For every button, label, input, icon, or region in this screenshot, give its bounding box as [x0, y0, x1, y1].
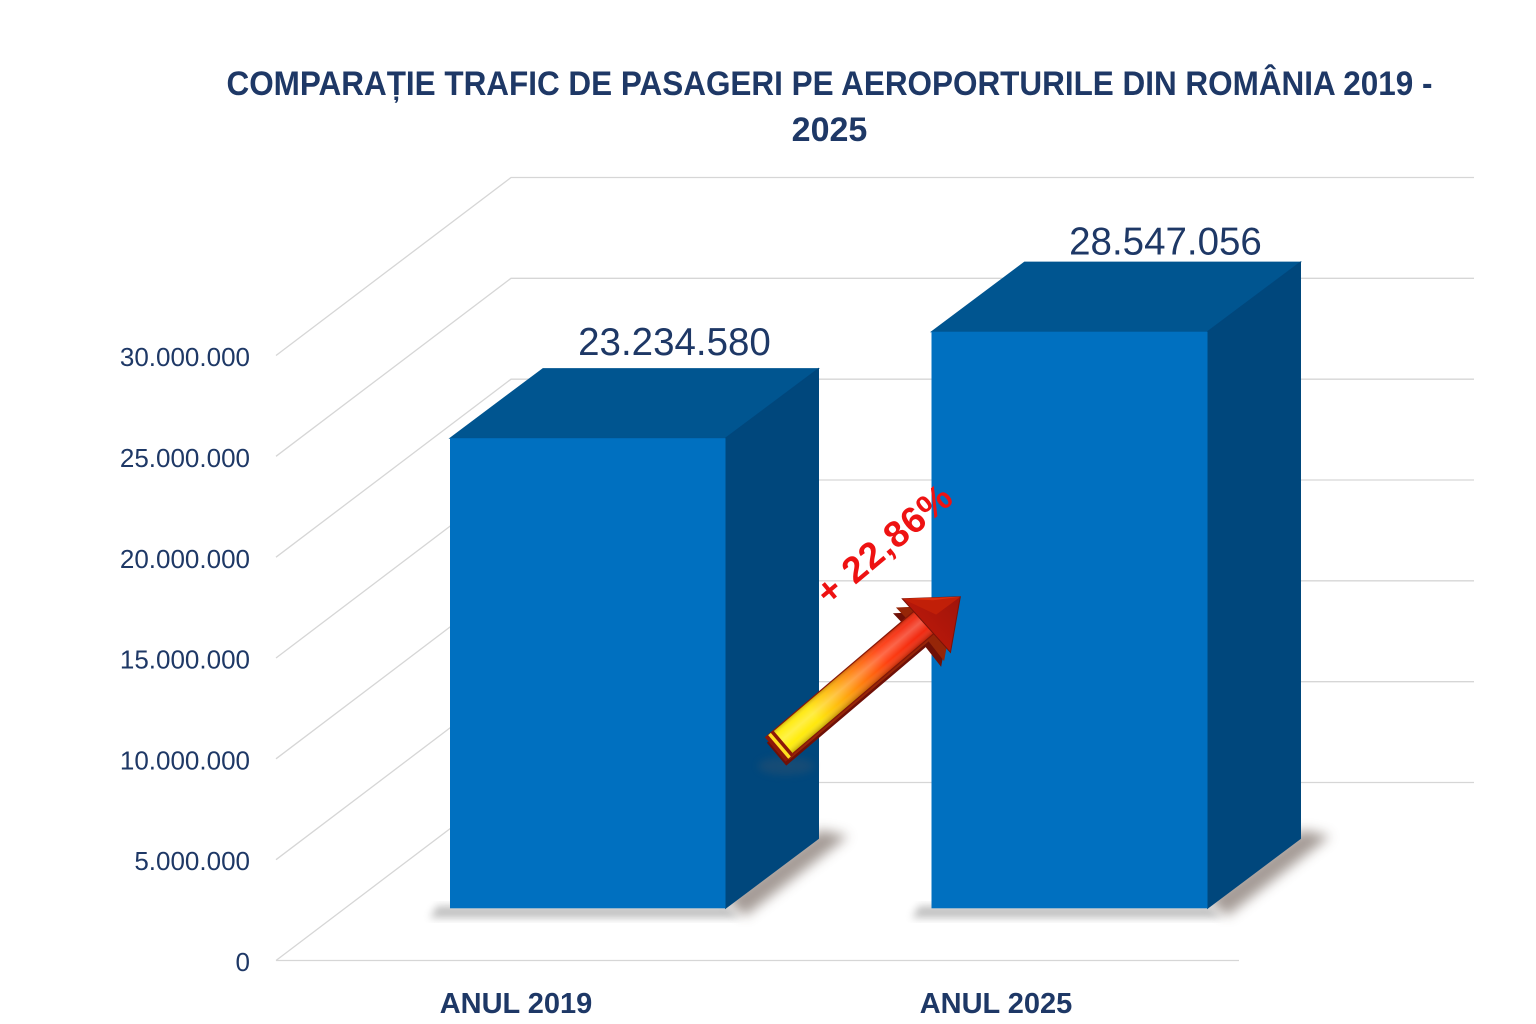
svg-text:2025: 2025 — [792, 111, 868, 149]
svg-text:0: 0 — [236, 947, 250, 977]
svg-text:30.000.000: 30.000.000 — [120, 342, 250, 372]
svg-text:ANUL 2019: ANUL 2019 — [440, 988, 593, 1020]
svg-text:23.234.580: 23.234.580 — [578, 321, 771, 364]
svg-text:25.000.000: 25.000.000 — [120, 443, 250, 473]
svg-text:5.000.000: 5.000.000 — [134, 846, 250, 876]
svg-text:10.000.000: 10.000.000 — [120, 746, 250, 776]
svg-text:COMPARAȚIE TRAFIC DE PASAGERI: COMPARAȚIE TRAFIC DE PASAGERI PE AEROPOR… — [227, 65, 1433, 103]
svg-text:20.000.000: 20.000.000 — [120, 544, 250, 574]
svg-text:15.000.000: 15.000.000 — [120, 645, 250, 675]
svg-text:ANUL 2025: ANUL 2025 — [920, 988, 1073, 1020]
svg-text:28.547.056: 28.547.056 — [1069, 221, 1262, 264]
